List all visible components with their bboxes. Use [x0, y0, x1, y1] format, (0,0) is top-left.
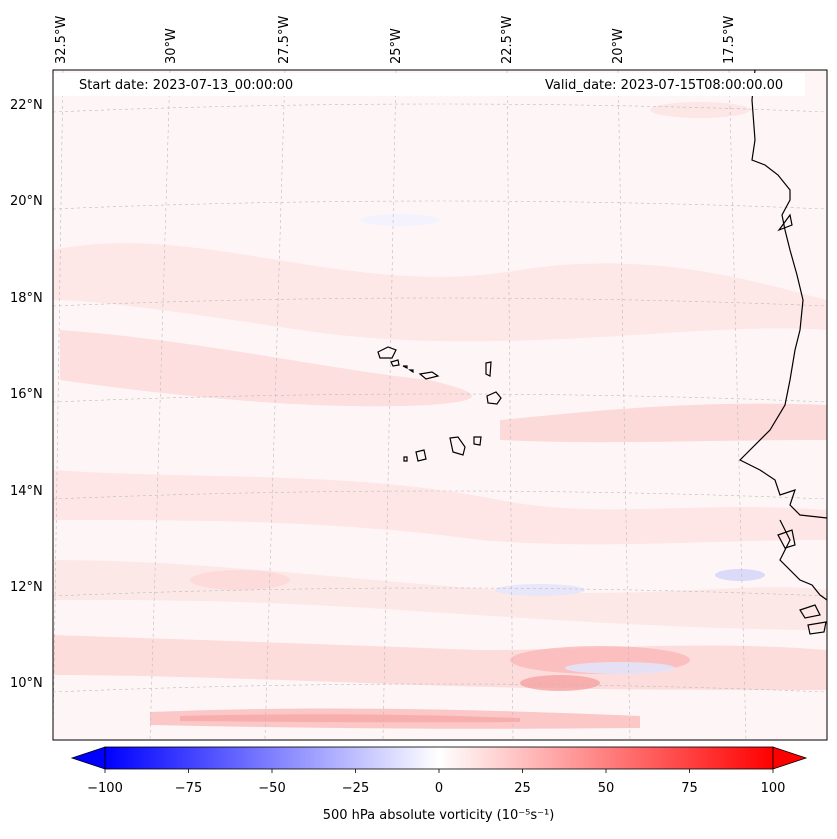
- colorbar-tick-label: −75: [174, 781, 203, 796]
- info-bar-background: [53, 73, 805, 96]
- lat-label-14n: 14°N: [10, 484, 43, 499]
- cape-verde-islands: [377, 346, 502, 462]
- lon-label-27-5w: 27.5°W: [277, 15, 292, 64]
- lat-label-12n: 12°N: [10, 580, 43, 595]
- lat-label-20n: 20°N: [10, 194, 43, 209]
- colorbar-tick-label: 25: [514, 781, 531, 796]
- africa-coastline: [738, 69, 828, 601]
- graticule: [52, 69, 828, 741]
- lon-label-17-5w: 17.5°W: [722, 15, 737, 64]
- lon-label-20w: 20°W: [611, 28, 626, 64]
- lon-label-25w: 25°W: [389, 28, 404, 64]
- colorbar-tick-label: −50: [258, 781, 286, 796]
- colorbar-tick-label: −25: [341, 781, 370, 796]
- lat-label-10n: 10°N: [10, 676, 43, 691]
- lon-label-32-5w: 32.5°W: [54, 15, 69, 64]
- lat-label-18n: 18°N: [10, 291, 43, 306]
- colorbar-body: [104, 746, 774, 770]
- coastlines: [738, 69, 828, 635]
- vorticity-field: [53, 102, 827, 729]
- colorbar-tick-label: 0: [434, 781, 444, 796]
- colorbar-tick-label: 100: [760, 781, 786, 796]
- colorbar-tick-marks: [104, 769, 774, 773]
- colorbar-extend-high: [772, 746, 808, 770]
- lon-label-22-5w: 22.5°W: [500, 15, 515, 64]
- valid-date-label: Valid_date: 2023-07-15T08:00:00.00: [545, 78, 784, 93]
- lat-label-22n: 22°N: [10, 98, 43, 113]
- colorbar-extend-low: [70, 746, 106, 770]
- map-frame: [52, 69, 828, 741]
- colorbar: [70, 746, 808, 773]
- colorbar-tick-label: −100: [87, 781, 123, 796]
- colorbar-label: 500 hPa absolute vorticity (10⁻⁵s⁻¹): [322, 808, 555, 823]
- start-date-label: Start date: 2023-07-13_00:00:00: [79, 78, 294, 93]
- colorbar-tick-label: 50: [597, 781, 615, 796]
- lon-label-30w: 30°W: [164, 28, 179, 64]
- colorbar-tick-label: 75: [681, 781, 698, 796]
- lat-label-16n: 16°N: [10, 387, 43, 402]
